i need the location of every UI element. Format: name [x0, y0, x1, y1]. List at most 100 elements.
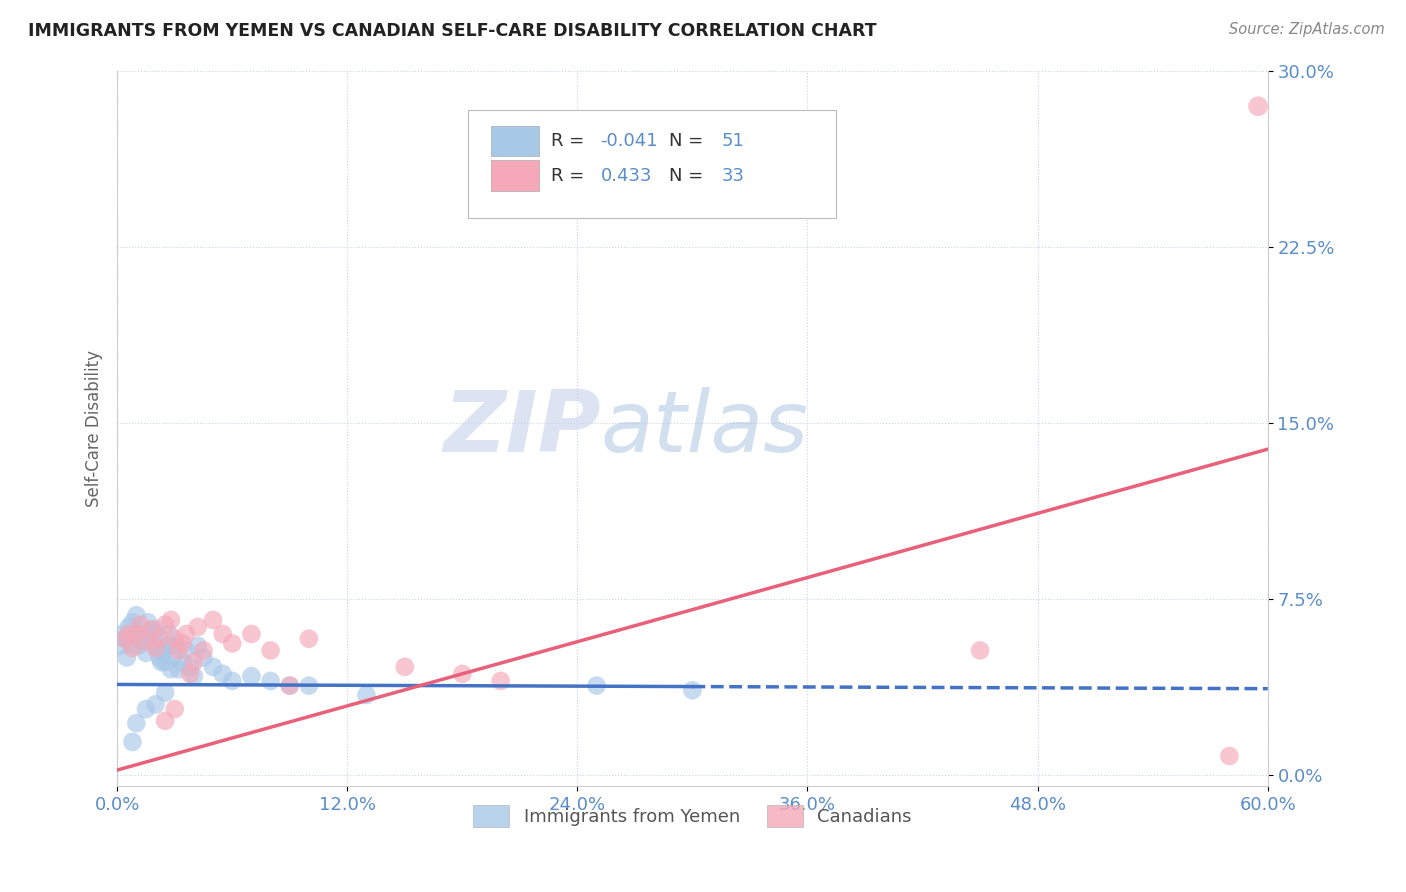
Point [110, 639, 132, 653]
Point [120, 636, 142, 650]
Point [139, 629, 162, 643]
Point [451, 666, 474, 681]
Point [278, 679, 301, 693]
Point [125, 716, 148, 731]
Text: -0.041: -0.041 [600, 132, 658, 150]
Text: 51: 51 [721, 132, 744, 150]
Point [259, 673, 281, 688]
Point [211, 627, 233, 641]
Point [153, 714, 176, 728]
Point [585, 679, 607, 693]
Point [183, 655, 205, 669]
Text: 33: 33 [721, 167, 744, 185]
Point [160, 613, 183, 627]
Point [202, 660, 225, 674]
Point [152, 646, 174, 660]
Point [193, 643, 215, 657]
FancyBboxPatch shape [491, 161, 540, 191]
Point [111, 627, 134, 641]
Text: ZIP: ZIP [443, 387, 600, 470]
Point [681, 683, 703, 698]
Point [153, 655, 176, 669]
Point [174, 627, 197, 641]
Legend: Immigrants from Yemen, Canadians: Immigrants from Yemen, Canadians [465, 798, 920, 835]
Point [163, 702, 186, 716]
FancyBboxPatch shape [491, 126, 540, 156]
Point [167, 662, 190, 676]
Point [221, 636, 243, 650]
Point [157, 627, 180, 641]
Point [394, 660, 416, 674]
Y-axis label: Self-Care Disability: Self-Care Disability [86, 351, 103, 508]
Point [132, 632, 155, 646]
Point [127, 639, 149, 653]
Point [136, 615, 159, 630]
Point [183, 669, 205, 683]
Point [145, 641, 167, 656]
Point [1218, 749, 1240, 764]
Point [179, 660, 201, 674]
Text: R =: R = [551, 132, 591, 150]
Text: Source: ZipAtlas.com: Source: ZipAtlas.com [1229, 22, 1385, 37]
Point [118, 627, 141, 641]
Text: atlas: atlas [600, 387, 808, 470]
Point [115, 650, 138, 665]
Point [278, 679, 301, 693]
Point [148, 650, 170, 665]
Text: N =: N = [669, 132, 710, 150]
FancyBboxPatch shape [468, 111, 837, 218]
Point [118, 620, 141, 634]
Point [121, 735, 143, 749]
Point [125, 608, 148, 623]
Point [146, 641, 169, 656]
Point [114, 632, 136, 646]
Text: N =: N = [669, 167, 710, 185]
Point [153, 617, 176, 632]
Point [135, 634, 157, 648]
Point [135, 702, 157, 716]
Point [150, 655, 173, 669]
Point [156, 639, 179, 653]
Point [121, 641, 143, 656]
Point [167, 643, 190, 657]
Point [298, 679, 321, 693]
Point [202, 613, 225, 627]
Point [221, 673, 243, 688]
Point [141, 623, 163, 637]
Point [172, 655, 194, 669]
Point [193, 650, 215, 665]
Point [153, 686, 176, 700]
Point [969, 643, 991, 657]
Point [240, 627, 263, 641]
Point [211, 666, 233, 681]
Point [187, 639, 209, 653]
Point [298, 632, 321, 646]
Point [259, 643, 281, 657]
Text: R =: R = [551, 167, 596, 185]
Text: IMMIGRANTS FROM YEMEN VS CANADIAN SELF-CARE DISABILITY CORRELATION CHART: IMMIGRANTS FROM YEMEN VS CANADIAN SELF-C… [28, 22, 877, 40]
Point [141, 627, 163, 641]
Point [163, 639, 186, 653]
Point [356, 688, 378, 702]
Point [142, 636, 165, 650]
Point [172, 636, 194, 650]
Point [160, 662, 183, 676]
Text: 0.433: 0.433 [600, 167, 652, 185]
Point [124, 627, 146, 641]
Point [145, 698, 167, 712]
Point [129, 617, 152, 632]
Point [162, 650, 184, 665]
Point [125, 627, 148, 641]
Point [135, 646, 157, 660]
Point [131, 634, 153, 648]
Point [187, 620, 209, 634]
Point [174, 643, 197, 657]
Point [179, 666, 201, 681]
Point [148, 632, 170, 646]
Point [114, 632, 136, 646]
Point [1247, 99, 1270, 113]
Point [489, 673, 512, 688]
Point [121, 615, 143, 630]
Point [163, 632, 186, 646]
Point [145, 623, 167, 637]
